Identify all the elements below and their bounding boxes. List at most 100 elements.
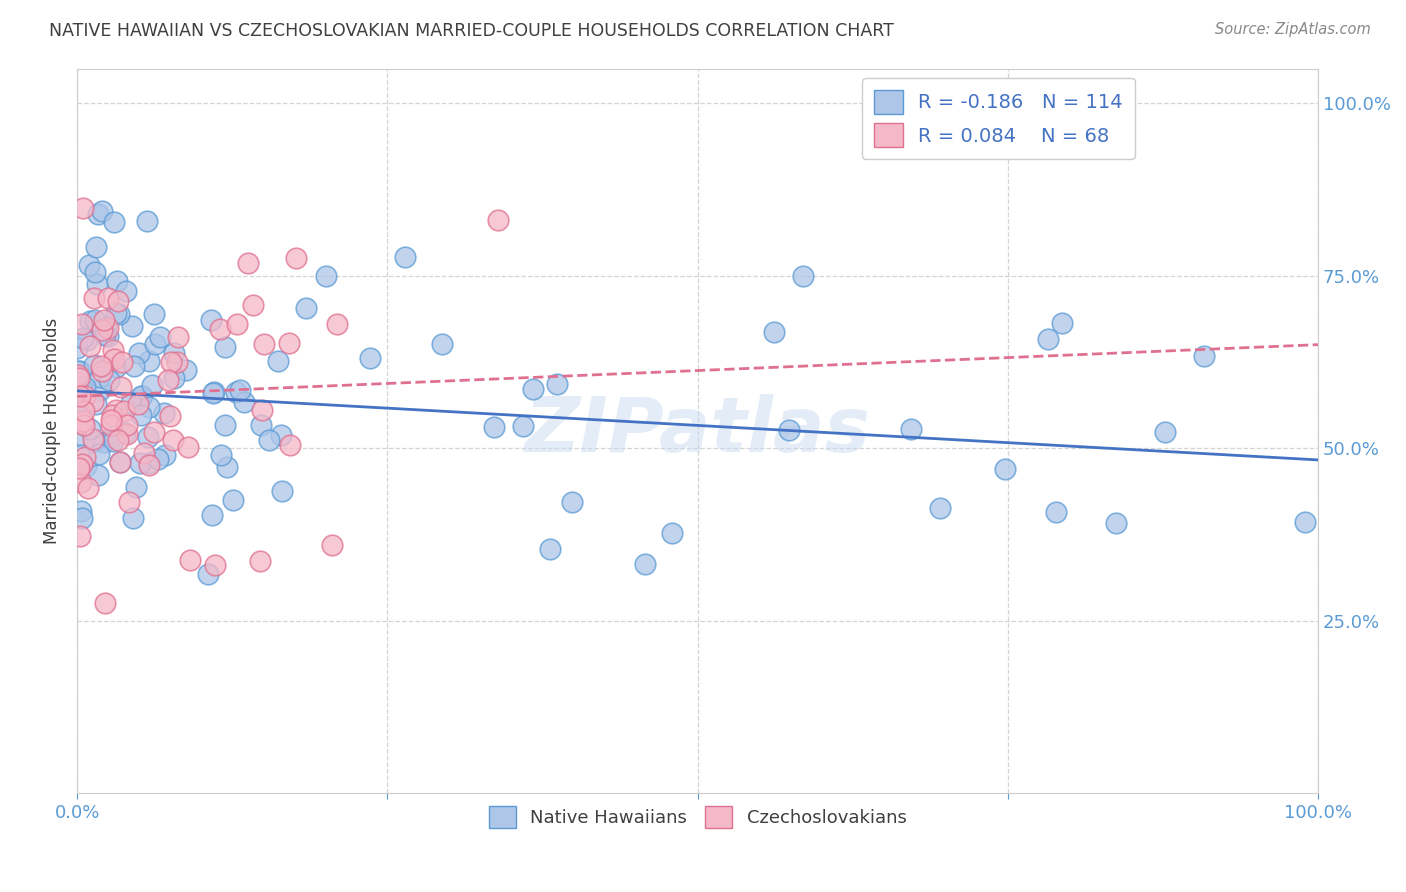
Point bbox=[202, 385, 225, 400]
Point bbox=[166, 330, 188, 344]
Point bbox=[114, 425, 136, 440]
Point bbox=[84, 312, 107, 326]
Point bbox=[270, 483, 292, 498]
Point bbox=[146, 452, 169, 467]
Point bbox=[89, 370, 111, 384]
Point bbox=[67, 460, 90, 475]
Point bbox=[129, 389, 152, 403]
Text: NATIVE HAWAIIAN VS CZECHOSLOVAKIAN MARRIED-COUPLE HOUSEHOLDS CORRELATION CHART: NATIVE HAWAIIAN VS CZECHOSLOVAKIAN MARRI… bbox=[49, 22, 894, 40]
Point bbox=[1154, 425, 1177, 440]
Point bbox=[72, 404, 94, 418]
Point bbox=[201, 508, 224, 522]
Point bbox=[142, 425, 165, 439]
Point bbox=[89, 384, 111, 398]
Point bbox=[1050, 317, 1073, 331]
Point bbox=[97, 291, 120, 305]
Point bbox=[100, 418, 122, 433]
Point bbox=[66, 368, 89, 382]
Point bbox=[90, 359, 112, 373]
Point bbox=[93, 435, 115, 450]
Point bbox=[70, 511, 93, 525]
Point bbox=[115, 417, 138, 432]
Point bbox=[900, 422, 922, 436]
Point bbox=[253, 336, 276, 351]
Point bbox=[70, 317, 93, 331]
Point bbox=[546, 377, 568, 392]
Point bbox=[250, 403, 273, 417]
Point bbox=[101, 343, 124, 358]
Point bbox=[138, 458, 160, 472]
Point bbox=[97, 321, 120, 335]
Point bbox=[97, 329, 120, 343]
Point bbox=[486, 213, 509, 227]
Point bbox=[108, 307, 131, 321]
Point bbox=[512, 419, 534, 434]
Point bbox=[115, 284, 138, 298]
Point bbox=[125, 480, 148, 494]
Point bbox=[105, 274, 128, 288]
Point bbox=[66, 341, 89, 355]
Point bbox=[177, 440, 200, 454]
Point bbox=[270, 428, 292, 442]
Point bbox=[76, 333, 98, 347]
Point bbox=[84, 239, 107, 253]
Point bbox=[118, 495, 141, 509]
Point bbox=[153, 448, 176, 462]
Point bbox=[430, 336, 453, 351]
Point bbox=[94, 328, 117, 343]
Point bbox=[229, 383, 252, 397]
Point bbox=[326, 317, 349, 331]
Point bbox=[112, 404, 135, 418]
Point bbox=[278, 438, 301, 452]
Point bbox=[138, 353, 160, 368]
Point bbox=[83, 358, 105, 372]
Point bbox=[79, 422, 101, 436]
Point bbox=[108, 455, 131, 469]
Point bbox=[122, 359, 145, 373]
Point bbox=[108, 455, 131, 469]
Point bbox=[132, 446, 155, 460]
Point bbox=[129, 456, 152, 470]
Point bbox=[111, 355, 134, 369]
Point bbox=[89, 447, 111, 461]
Point bbox=[79, 339, 101, 353]
Point bbox=[200, 312, 222, 326]
Point bbox=[93, 313, 115, 327]
Point bbox=[83, 434, 105, 449]
Point bbox=[257, 434, 280, 448]
Point bbox=[82, 432, 104, 446]
Point bbox=[201, 385, 224, 400]
Point bbox=[103, 351, 125, 366]
Point bbox=[86, 277, 108, 291]
Point bbox=[138, 400, 160, 414]
Point bbox=[149, 329, 172, 343]
Point bbox=[84, 265, 107, 279]
Point bbox=[221, 493, 243, 508]
Point bbox=[77, 481, 100, 495]
Point bbox=[160, 355, 183, 369]
Point bbox=[225, 384, 247, 399]
Point bbox=[75, 458, 97, 473]
Legend: Native Hawaiians, Czechoslovakians: Native Hawaiians, Czechoslovakians bbox=[481, 798, 914, 835]
Point bbox=[166, 354, 188, 368]
Point bbox=[82, 394, 104, 409]
Point bbox=[127, 397, 149, 411]
Point bbox=[1294, 515, 1316, 529]
Point bbox=[72, 201, 94, 215]
Point bbox=[994, 462, 1017, 476]
Point bbox=[157, 373, 180, 387]
Point bbox=[83, 291, 105, 305]
Point bbox=[121, 318, 143, 333]
Point bbox=[79, 258, 101, 272]
Point bbox=[98, 373, 121, 387]
Point bbox=[67, 371, 90, 385]
Point bbox=[321, 538, 343, 552]
Point bbox=[176, 363, 198, 377]
Point bbox=[115, 427, 138, 442]
Point bbox=[128, 346, 150, 360]
Point bbox=[110, 380, 132, 394]
Point bbox=[153, 406, 176, 420]
Point bbox=[778, 423, 800, 437]
Point bbox=[1192, 349, 1215, 363]
Point bbox=[163, 346, 186, 360]
